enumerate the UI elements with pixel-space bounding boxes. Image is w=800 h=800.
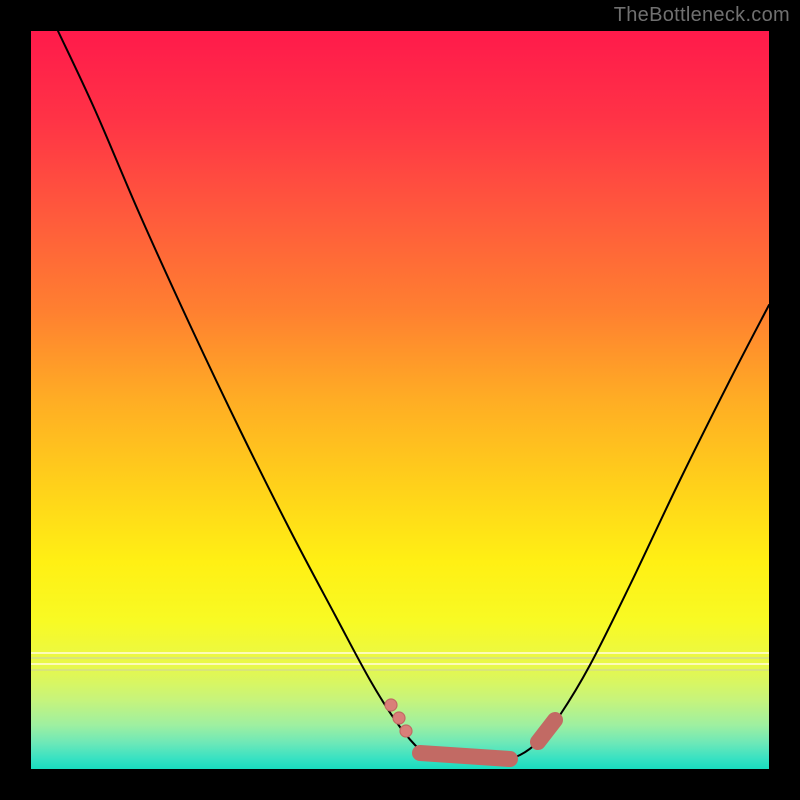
watermark-text: TheBottleneck.com [614, 4, 790, 27]
chart-svg [0, 0, 800, 800]
chart-container: TheBottleneck.com [0, 0, 800, 800]
